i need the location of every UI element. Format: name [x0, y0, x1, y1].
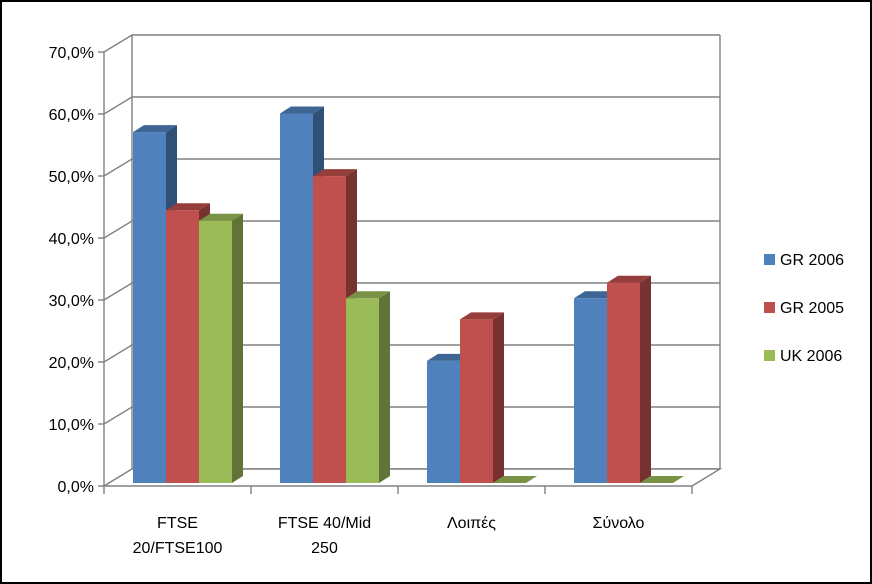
- legend-swatch: [764, 254, 775, 265]
- bar-top: [280, 106, 324, 114]
- legend-label: UK 2006: [780, 348, 842, 365]
- bar-front: [346, 298, 379, 483]
- bar-front: [313, 176, 346, 483]
- bar: [460, 312, 504, 483]
- gridline-side: [103, 34, 133, 53]
- bar-front: [427, 360, 460, 483]
- bar-front: [607, 282, 640, 483]
- y-tick-label: 0,0%: [58, 479, 94, 496]
- bar-top: [346, 291, 390, 299]
- bar-side: [493, 312, 504, 483]
- bar: [199, 213, 243, 484]
- gridline-side: [103, 406, 133, 425]
- plot-floor: [101, 468, 723, 487]
- gridline-side: [103, 282, 133, 301]
- x-tick-label-line: Σύνολο: [593, 515, 645, 532]
- bar-top: [133, 125, 177, 133]
- y-tick-label: 30,0%: [49, 293, 94, 310]
- bar-front: [166, 210, 199, 483]
- y-tick-label: 60,0%: [49, 107, 94, 124]
- y-tick-label: 70,0%: [49, 45, 94, 62]
- gridline-side: [103, 96, 133, 115]
- x-tick-label: Σύνολο: [593, 515, 645, 532]
- bar-top: [607, 275, 651, 283]
- x-tick-label-line: 20/FTSE100: [133, 540, 223, 557]
- bar-top: [199, 213, 243, 221]
- bar-front: [574, 298, 607, 483]
- legend-swatch: [764, 350, 775, 361]
- bar-front: [133, 132, 166, 483]
- bar-front: [460, 319, 493, 483]
- bar-top: [166, 203, 210, 211]
- x-tick-label: FTSE 20/FTSE100: [133, 515, 223, 557]
- bar-top: [460, 312, 504, 320]
- legend-label: GR 2005: [780, 300, 844, 317]
- gridline-side: [103, 344, 133, 363]
- gridline-side: [103, 220, 133, 239]
- x-tick-label: FTSE 40/Mid 250: [278, 515, 371, 557]
- y-tick-label: 10,0%: [49, 417, 94, 434]
- bar-front: [199, 220, 232, 484]
- bar-top: [493, 476, 537, 483]
- bar: [493, 476, 537, 483]
- plot-side-wall: [104, 35, 132, 486]
- y-tick-label: 50,0%: [49, 169, 94, 186]
- x-tick-label-line: FTSE: [157, 515, 198, 532]
- bar: [607, 275, 651, 483]
- y-tick-label: 20,0%: [49, 355, 94, 372]
- bar: [640, 476, 684, 483]
- gridline-side: [103, 158, 133, 177]
- y-tick-label: 40,0%: [49, 231, 94, 248]
- bar-side: [232, 213, 243, 484]
- bar-side: [640, 275, 651, 483]
- x-tick-label-line: 250: [311, 540, 338, 557]
- bar-side: [379, 291, 390, 483]
- x-tick-label-line: Λοιπές: [447, 515, 496, 532]
- bar-top: [640, 476, 684, 483]
- bar-front: [280, 113, 313, 483]
- legend-swatch: [764, 302, 775, 313]
- bar-top: [313, 169, 357, 177]
- x-tick-label: Λοιπές: [447, 515, 496, 532]
- bar: [346, 291, 390, 483]
- legend-label: GR 2006: [780, 252, 844, 269]
- x-tick-label-line: FTSE 40/Mid: [278, 515, 371, 532]
